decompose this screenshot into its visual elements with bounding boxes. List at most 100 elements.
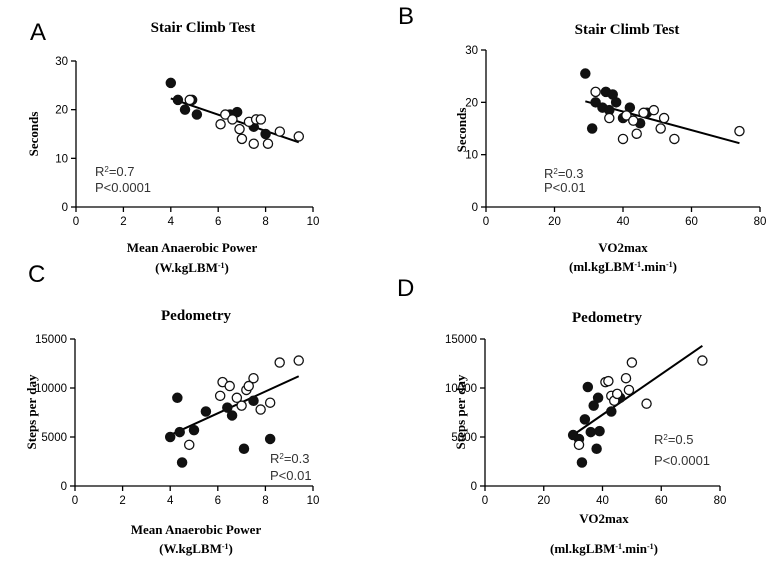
x-axis-label: Mean Anaerobic Power <box>131 522 262 537</box>
data-point-filled <box>585 426 597 438</box>
data-point-open <box>631 128 642 139</box>
x-axis-unit-part: .min <box>622 541 648 556</box>
y-axis-label: Steps per day <box>24 374 39 449</box>
data-point-open <box>604 112 615 124</box>
data-point-open <box>264 397 276 408</box>
y-tick-label: 5000 <box>451 432 477 444</box>
x-tick-label: 80 <box>754 216 767 228</box>
data-point-filled <box>176 457 188 468</box>
x-tick-label: 60 <box>685 216 698 228</box>
r-squared-part: R <box>544 166 553 181</box>
data-point-filled <box>174 426 185 438</box>
data-point-open <box>248 138 259 149</box>
data-point-filled <box>576 457 588 468</box>
data-point-open <box>231 392 243 404</box>
regression-line <box>169 375 300 436</box>
data-point-filled <box>226 410 238 421</box>
y-axis-label: Seconds <box>454 108 469 153</box>
data-point-filled <box>248 395 259 406</box>
data-point-open <box>236 400 247 411</box>
data-point-open <box>227 114 238 125</box>
x-tick-label: 20 <box>537 495 550 507</box>
data-point-filled <box>188 424 200 436</box>
data-point-open <box>617 133 629 145</box>
data-point-open <box>255 114 267 125</box>
x-tick-label: 2 <box>120 216 126 228</box>
p-value-label: P<0.01 <box>544 180 586 195</box>
r-squared-label: R2=0.5 <box>654 432 694 447</box>
data-point-filled <box>172 94 184 106</box>
data-point-filled <box>172 392 183 404</box>
data-point-open <box>248 372 259 384</box>
r-squared-part: R <box>270 451 279 466</box>
data-point-filled <box>582 381 594 393</box>
y-tick-label: 0 <box>62 202 68 214</box>
r-squared-part: =0.3 <box>558 166 584 181</box>
panel-letter: D <box>397 275 414 302</box>
data-point-open <box>184 94 196 106</box>
x-axis-unit-part: ) <box>229 541 233 556</box>
data-point-open <box>234 123 245 135</box>
x-axis-unit-part: (ml.kgLBM <box>550 541 615 556</box>
x-tick-label: 0 <box>72 495 78 507</box>
x-axis-unit-part: .min <box>641 259 667 274</box>
data-point-filled <box>591 443 602 455</box>
data-point-filled <box>580 68 591 79</box>
data-point-open <box>590 86 601 98</box>
x-axis-label: Mean Anaerobic Power <box>127 240 258 255</box>
data-point-open <box>293 131 305 142</box>
x-axis-label: VO2max <box>579 511 629 526</box>
x-tick-label: 2 <box>119 495 125 507</box>
data-point-open <box>243 380 254 392</box>
x-axis-unit-part: (W.kgLBM <box>159 541 222 556</box>
data-point-filled <box>586 123 598 134</box>
data-point-open <box>623 384 635 396</box>
panel-c: C Pedometry 0 2 4 6 8 10 0 5000 10000 15000 Steps pe… <box>24 261 319 556</box>
x-axis-unit-part: (W.kgLBM <box>155 260 218 275</box>
x-tick-label: 40 <box>617 216 630 228</box>
y-tick-label: 0 <box>471 481 477 493</box>
x-tick-label: 20 <box>548 216 561 228</box>
data-point-filled <box>260 128 271 140</box>
x-axis-unit-superscript: -1 <box>218 261 225 270</box>
x-axis-unit: (ml.kgLBM-1.min-1) <box>550 541 658 556</box>
x-axis-unit-part: ) <box>654 541 658 556</box>
x-tick-label: 10 <box>307 216 320 228</box>
y-tick-label: 10 <box>465 150 478 162</box>
data-point-filled <box>592 392 604 404</box>
data-point-open <box>224 380 235 392</box>
data-point-filled <box>606 406 617 417</box>
x-axis-unit-superscript: -1 <box>647 542 654 551</box>
data-point-open <box>183 439 195 451</box>
x-tick-label: 60 <box>655 495 668 507</box>
r-squared-part: R <box>654 432 663 447</box>
x-axis-unit-part: (ml.kgLBM <box>569 259 634 274</box>
data-point-open <box>293 355 304 366</box>
data-point-filled <box>238 443 250 455</box>
panel-a: A Stair Climb Test 0 2 4 6 8 10 0 10 20 30 Seconds Me… <box>26 19 319 275</box>
data-point-open <box>274 126 286 137</box>
x-axis-unit: (W.kgLBM-1) <box>155 260 229 275</box>
data-point-open <box>220 109 231 120</box>
r-squared-label: R2=0.3 <box>544 166 584 181</box>
data-point-filled <box>590 97 601 108</box>
data-point-open <box>641 398 652 409</box>
y-tick-label: 20 <box>55 105 68 117</box>
p-value-label: P<0.0001 <box>95 180 151 195</box>
x-tick-label: 8 <box>262 495 268 507</box>
r-squared-label: R2=0.3 <box>270 451 310 466</box>
data-point-open <box>620 372 632 384</box>
y-tick-label: 20 <box>465 97 478 109</box>
panel-letter: C <box>28 261 45 288</box>
x-tick-label: 80 <box>714 495 727 507</box>
data-point-filled <box>231 106 243 118</box>
y-axis-label: Seconds <box>26 112 41 157</box>
x-tick-label: 8 <box>262 216 268 228</box>
x-tick-label: 0 <box>483 216 489 228</box>
data-point-filled <box>264 433 276 445</box>
y-tick-label: 5000 <box>41 432 67 444</box>
y-tick-label: 15000 <box>445 334 477 346</box>
data-point-open <box>262 138 274 149</box>
data-point-open <box>669 133 680 145</box>
